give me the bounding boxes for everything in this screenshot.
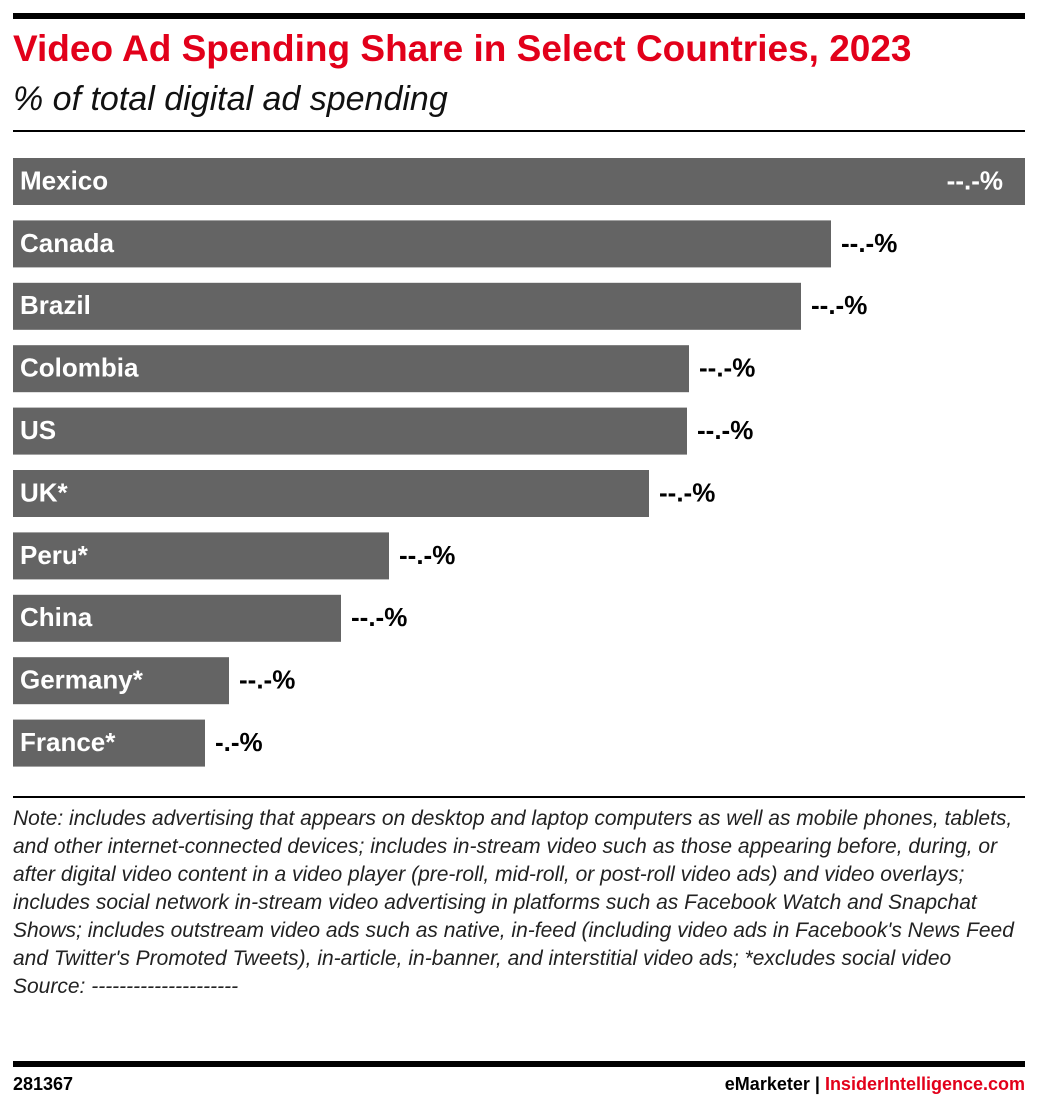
bar: [13, 719, 205, 767]
value-label: --.-%: [947, 165, 1003, 195]
category-label: Peru*: [20, 540, 89, 570]
header-rule: [13, 130, 1025, 132]
source: Source: ---------------------: [13, 975, 239, 998]
brand-site: InsiderIntelligence.com: [824, 1074, 1025, 1094]
footer-brand: eMarketer | InsiderIntelligence.com: [725, 1074, 1025, 1095]
bar: [13, 532, 389, 580]
bar: [13, 594, 341, 642]
value-label: --.-%: [659, 477, 715, 507]
footer-rule: [13, 1061, 1025, 1067]
category-label: China: [20, 602, 93, 632]
brand: eMarketer: [724, 1074, 810, 1094]
bar: [13, 345, 689, 393]
bar: [13, 220, 831, 268]
value-label: --.-%: [841, 228, 897, 258]
bar: [13, 282, 801, 330]
category-label: Mexico: [20, 165, 108, 195]
bar: [13, 657, 229, 705]
value-label: -.-%: [215, 727, 263, 757]
category-label: US: [20, 415, 56, 445]
value-label: --.-%: [697, 415, 753, 445]
value-label: --.-%: [399, 540, 455, 570]
value-label: --.-%: [351, 602, 407, 632]
value-label: --.-%: [239, 665, 295, 695]
value-label: --.-%: [699, 353, 755, 383]
category-label: Germany*: [20, 665, 144, 695]
category-label: France*: [20, 727, 116, 757]
top-rule: [13, 13, 1025, 19]
chart-subtitle: % of total digital ad spending: [13, 80, 448, 118]
bar: [13, 158, 1025, 205]
separator: |: [814, 1074, 820, 1094]
category-label: Brazil: [20, 290, 91, 320]
bar: [13, 407, 687, 455]
chart-title: Video Ad Spending Share in Select Countr…: [13, 28, 912, 69]
note-rule: [13, 796, 1025, 798]
category-label: Canada: [20, 228, 114, 258]
chart: Mexico --.-% Canada --.-% Brazil --.-% Colombi…: [13, 158, 1025, 767]
note-block: Note: includes advertising that appears …: [13, 805, 1023, 1001]
note: Note: includes advertising that appears …: [13, 807, 1014, 970]
category-label: UK*: [20, 477, 69, 507]
category-label: Colombia: [20, 353, 139, 383]
chart-id: 281367: [13, 1074, 74, 1094]
value-label: --.-%: [811, 290, 867, 320]
bar: [13, 470, 649, 517]
